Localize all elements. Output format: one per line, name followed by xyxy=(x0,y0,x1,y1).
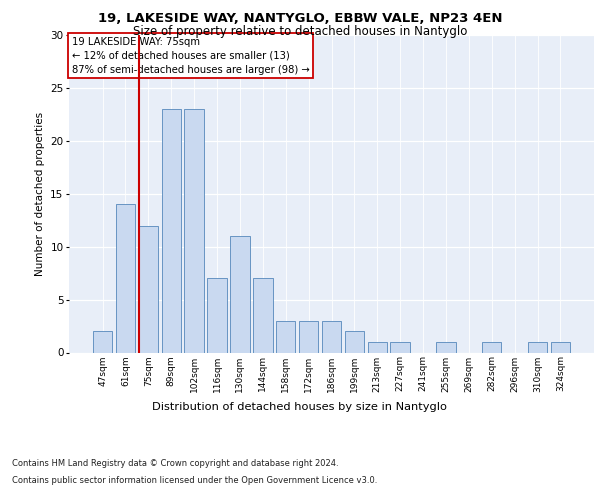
Bar xyxy=(322,321,341,352)
Bar xyxy=(299,321,319,352)
Bar xyxy=(230,236,250,352)
Text: Size of property relative to detached houses in Nantyglo: Size of property relative to detached ho… xyxy=(133,25,467,38)
Text: 19, LAKESIDE WAY, NANTYGLO, EBBW VALE, NP23 4EN: 19, LAKESIDE WAY, NANTYGLO, EBBW VALE, N… xyxy=(98,12,502,26)
Bar xyxy=(276,321,295,352)
Bar xyxy=(116,204,135,352)
Bar xyxy=(528,342,547,352)
Bar xyxy=(208,278,227,352)
Bar xyxy=(436,342,455,352)
Bar xyxy=(184,109,204,352)
Bar xyxy=(391,342,410,352)
Bar xyxy=(139,226,158,352)
Bar xyxy=(93,332,112,352)
Text: Contains HM Land Registry data © Crown copyright and database right 2024.: Contains HM Land Registry data © Crown c… xyxy=(12,458,338,468)
Bar xyxy=(253,278,272,352)
Text: Distribution of detached houses by size in Nantyglo: Distribution of detached houses by size … xyxy=(152,402,448,412)
Bar xyxy=(344,332,364,352)
Text: 19 LAKESIDE WAY: 75sqm
← 12% of detached houses are smaller (13)
87% of semi-det: 19 LAKESIDE WAY: 75sqm ← 12% of detached… xyxy=(71,36,310,74)
Bar xyxy=(482,342,502,352)
Bar xyxy=(161,109,181,352)
Bar xyxy=(368,342,387,352)
Text: Contains public sector information licensed under the Open Government Licence v3: Contains public sector information licen… xyxy=(12,476,377,485)
Y-axis label: Number of detached properties: Number of detached properties xyxy=(35,112,44,276)
Bar xyxy=(551,342,570,352)
